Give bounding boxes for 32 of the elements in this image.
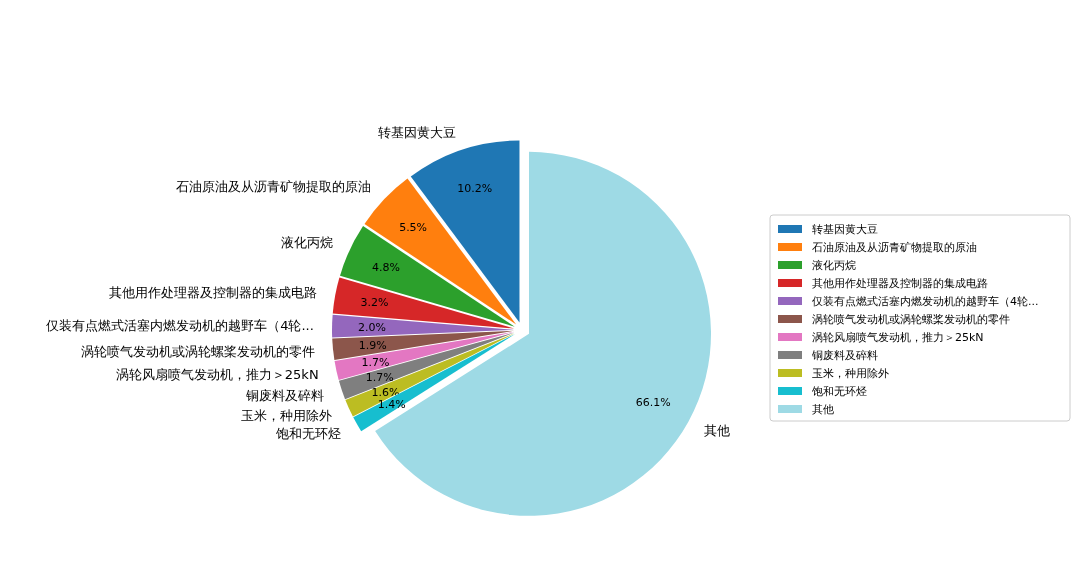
data-label: 5.5% <box>399 220 428 234</box>
data-label: 1.7% <box>361 355 390 369</box>
legend-label: 玉米，种用除外 <box>812 366 889 380</box>
slice-label: 涡轮喷气发动机或涡轮螺桨发动机的零件 <box>80 343 315 359</box>
legend-label: 涡轮喷气发动机或涡轮螺桨发动机的零件 <box>812 312 1010 326</box>
data-label: 1.7% <box>365 371 394 385</box>
legend-label: 其他用作处理器及控制器的集成电路 <box>812 276 988 290</box>
slice-label: 其他用作处理器及控制器的集成电路 <box>109 284 318 300</box>
legend-label: 仅装有点燃式活塞内燃发动机的越野车（4轮... <box>812 294 1039 308</box>
data-label: 1.9% <box>358 339 387 353</box>
legend-label: 铜废料及碎料 <box>811 348 878 362</box>
data-label: 4.8% <box>372 260 400 274</box>
slice-label: 石油原油及从沥青矿物提取的原油 <box>175 179 371 195</box>
data-label: 1.6% <box>371 385 400 399</box>
slice-label: 涡轮风扇喷气发动机，推力＞25kN <box>115 366 319 382</box>
slice-label: 仅装有点燃式活塞内燃发动机的越野车（4轮... <box>46 318 314 334</box>
slice-label: 其他 <box>704 423 731 439</box>
slice-label: 铜废料及碎料 <box>245 388 325 404</box>
legend-label: 其他 <box>812 402 834 416</box>
slice-label: 转基因黄大豆 <box>378 124 457 140</box>
legend-label: 转基因黄大豆 <box>812 222 878 236</box>
data-label: 10.2% <box>457 181 493 195</box>
data-label: 66.1% <box>635 396 671 410</box>
legend-label: 石油原油及从沥青矿物提取的原油 <box>812 240 977 254</box>
data-label: 3.2% <box>360 296 389 310</box>
legend-label: 涡轮风扇喷气发动机，推力＞25kN <box>812 330 984 344</box>
legend-label: 饱和无环烃 <box>811 384 867 398</box>
legend-label: 液化丙烷 <box>812 258 856 272</box>
data-label: 2.0% <box>358 320 387 334</box>
slice-label: 饱和无环烃 <box>275 425 342 441</box>
slice-label: 玉米，种用除外 <box>241 408 333 424</box>
slice-label: 液化丙烷 <box>281 234 334 250</box>
